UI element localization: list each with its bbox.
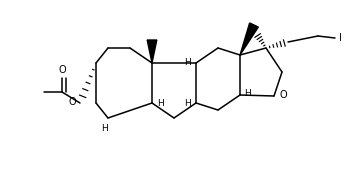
Text: H: H: [184, 98, 191, 107]
Text: O: O: [280, 90, 288, 100]
Polygon shape: [240, 23, 258, 55]
Text: H: H: [101, 124, 107, 133]
Text: H: H: [184, 57, 191, 66]
Text: H: H: [157, 98, 164, 107]
Polygon shape: [147, 40, 157, 63]
Text: I: I: [339, 33, 342, 43]
Text: H: H: [244, 89, 251, 98]
Text: O: O: [68, 97, 76, 107]
Text: O: O: [58, 65, 66, 75]
